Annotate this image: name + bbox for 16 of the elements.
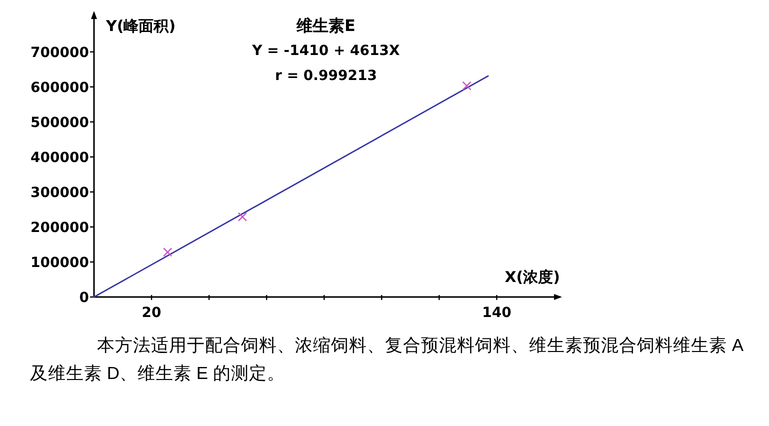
annotation: r = 0.999213 <box>275 68 377 84</box>
y-tick-label: 0 <box>79 290 89 306</box>
note: 本方法适用于配合饲料、浓缩饲料、复合预混料饲料、维生素预混合饲料维生素 A 及维生素 D、维生素 E 的测定。 <box>30 334 744 385</box>
y-tick-label: 100000 <box>30 254 89 271</box>
y-tick-label: 500000 <box>30 114 89 131</box>
y-tick-label: 300000 <box>30 184 89 201</box>
title: 维生素E <box>296 16 356 35</box>
x-tick-label: 140 <box>482 305 512 321</box>
annotation: Y = -1410 + 4613X <box>252 43 400 59</box>
y-tick-label: 400000 <box>30 150 89 166</box>
ylabel: Y(峰面积) <box>106 17 176 35</box>
y-tick-label: 600000 <box>30 80 89 96</box>
y-tick-label: 200000 <box>30 220 89 236</box>
y-tick-label: 700000 <box>30 44 89 61</box>
x-tick-label: 20 <box>142 305 162 321</box>
xlabel: X(浓度) <box>504 268 560 286</box>
